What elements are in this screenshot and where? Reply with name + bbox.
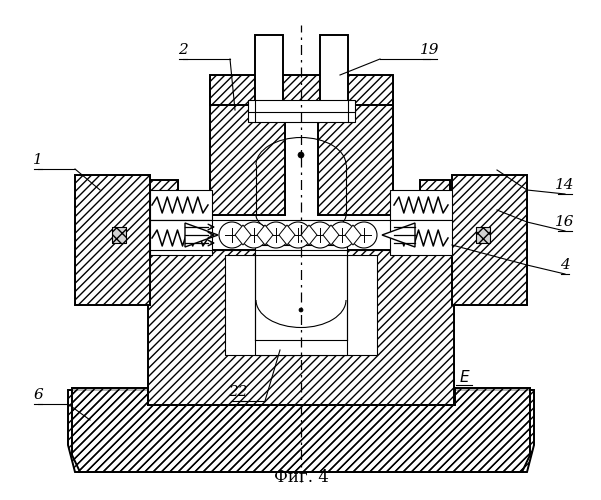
Bar [148,250,454,405]
Polygon shape [323,225,339,245]
Text: 16: 16 [555,215,575,229]
Polygon shape [68,390,534,472]
Polygon shape [235,225,251,245]
Bar [318,80,393,215]
Bar [452,175,527,305]
Polygon shape [382,223,415,247]
Bar [148,180,178,250]
Text: 14: 14 [555,178,575,192]
Bar [255,245,347,355]
Polygon shape [72,388,530,472]
Circle shape [219,222,245,248]
Text: 1: 1 [33,153,43,167]
Circle shape [263,222,289,248]
Bar [148,180,178,250]
Circle shape [329,222,355,248]
Bar [112,227,126,243]
Polygon shape [257,225,273,245]
Bar [420,180,450,250]
Circle shape [351,222,377,248]
Bar [476,227,490,243]
Bar [452,175,527,305]
Circle shape [299,308,303,312]
Bar [210,75,393,105]
Text: 2: 2 [178,43,188,57]
Bar [248,100,355,122]
Text: 22: 22 [228,385,248,399]
Bar [476,227,490,243]
Bar [390,220,452,255]
Bar [320,35,348,105]
Polygon shape [185,223,218,247]
Bar [210,80,285,215]
Bar [112,227,126,243]
Text: 6: 6 [33,388,43,402]
Bar [75,175,150,305]
Circle shape [298,152,304,158]
Circle shape [241,222,267,248]
Bar [210,75,393,105]
Polygon shape [279,225,295,245]
Bar [150,190,212,220]
Text: 4: 4 [560,258,570,272]
Bar [318,80,393,215]
Polygon shape [301,225,317,245]
Text: Фиг. 4: Фиг. 4 [273,470,328,486]
Bar [255,35,283,105]
Text: 19: 19 [420,43,440,57]
Bar [75,175,150,305]
Circle shape [285,222,311,248]
Bar [420,180,450,250]
Polygon shape [345,225,361,245]
Text: E: E [459,370,469,386]
Bar [148,250,454,405]
Bar [150,220,212,255]
Bar [210,80,285,215]
Bar [390,190,452,220]
Circle shape [307,222,333,248]
Bar [225,255,377,355]
